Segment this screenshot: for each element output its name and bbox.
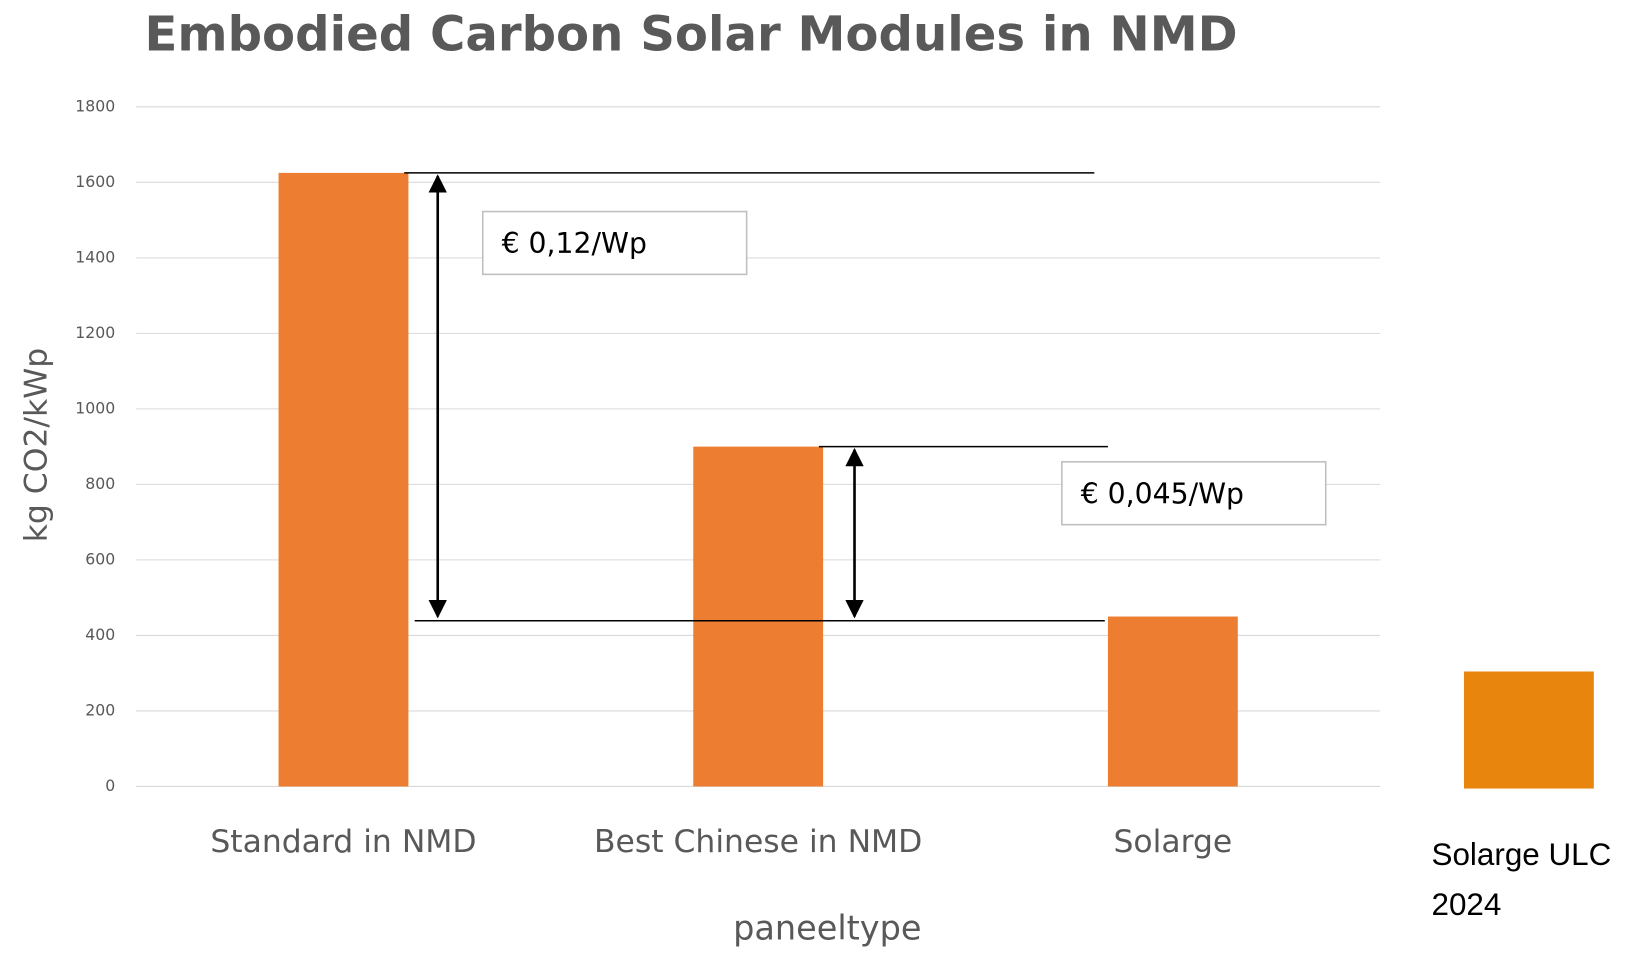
y-tick-label: 1400 xyxy=(75,247,115,266)
y-tick-label: 600 xyxy=(85,549,115,568)
extra-bar-label: 2024 xyxy=(1432,887,1502,922)
chart-title: Embodied Carbon Solar Modules in NMD xyxy=(145,7,1238,63)
y-tick-label: 800 xyxy=(85,474,115,493)
y-tick-label: 1200 xyxy=(75,323,115,342)
extra-bar-label: Solarge ULC xyxy=(1432,837,1612,872)
y-axis-title: kg CO2/kWp xyxy=(19,348,55,543)
annotation-box xyxy=(1061,461,1327,526)
annotation-box xyxy=(481,210,748,276)
annotation-text: € 0,045/Wp xyxy=(1081,477,1244,510)
extra-bar xyxy=(1463,671,1594,789)
annotation-text: € 0,12/Wp xyxy=(502,227,647,260)
bar xyxy=(278,172,409,787)
y-tick-label: 1600 xyxy=(75,172,115,191)
x-tick-label: Standard in NMD xyxy=(210,824,476,860)
y-tick-label: 400 xyxy=(85,625,115,644)
x-tick-label: Solarge xyxy=(1113,824,1232,860)
y-tick-label: 1800 xyxy=(75,96,115,115)
y-tick-label: 1000 xyxy=(75,398,115,417)
x-axis-title: paneeltype xyxy=(733,908,921,947)
y-tick-label: 0 xyxy=(105,776,115,795)
bar xyxy=(693,446,824,787)
y-tick-label: 200 xyxy=(85,700,115,719)
x-tick-label: Best Chinese in NMD xyxy=(594,824,922,860)
bar xyxy=(1107,616,1238,787)
